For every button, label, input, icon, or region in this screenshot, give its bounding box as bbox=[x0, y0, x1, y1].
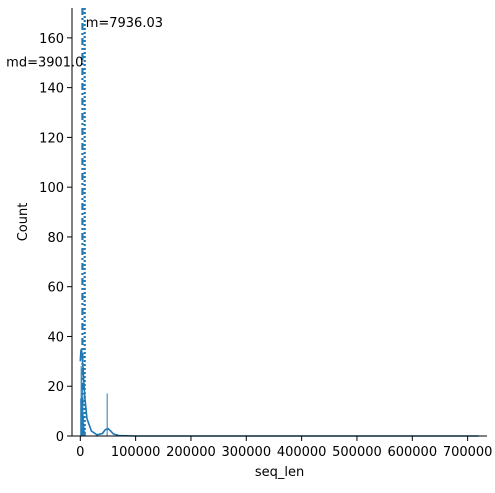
y-tick-label: 120 bbox=[39, 131, 64, 146]
x-axis-title: seq_len bbox=[255, 465, 304, 480]
y-tick-label: 80 bbox=[47, 231, 64, 246]
y-tick-label: 140 bbox=[39, 82, 64, 97]
x-tick-label: 400000 bbox=[277, 445, 327, 460]
kde-line bbox=[79, 348, 479, 437]
y-tick-label: 40 bbox=[47, 330, 64, 345]
y-axis-title: Count bbox=[16, 203, 31, 242]
x-tick-label: 500000 bbox=[332, 445, 382, 460]
axes-layer bbox=[71, 8, 487, 437]
median-label: md=3901.0 bbox=[6, 56, 83, 71]
reference-lines-layer: md=3901.0 m=7936.03 bbox=[6, 8, 163, 436]
y-tick-label: 60 bbox=[47, 281, 64, 296]
y-ticks: 0 20 40 60 80 100 120 140 160 bbox=[39, 32, 72, 445]
y-tick-label: 20 bbox=[47, 380, 64, 395]
x-tick-label: 700000 bbox=[443, 445, 493, 460]
mean-label: m=7936.03 bbox=[86, 16, 163, 31]
x-tick-label: 300000 bbox=[221, 445, 271, 460]
x-tick-label: 600000 bbox=[387, 445, 437, 460]
x-tick-label: 200000 bbox=[166, 445, 216, 460]
y-tick-label: 0 bbox=[56, 430, 64, 445]
y-tick-label: 100 bbox=[39, 181, 64, 196]
x-ticks: 0 100000 200000 300000 400000 500000 600000 700… bbox=[76, 436, 492, 460]
y-tick-label: 160 bbox=[39, 32, 64, 47]
kde-layer bbox=[79, 348, 479, 437]
x-tick-label: 100000 bbox=[111, 445, 161, 460]
x-tick-label: 0 bbox=[76, 445, 84, 460]
